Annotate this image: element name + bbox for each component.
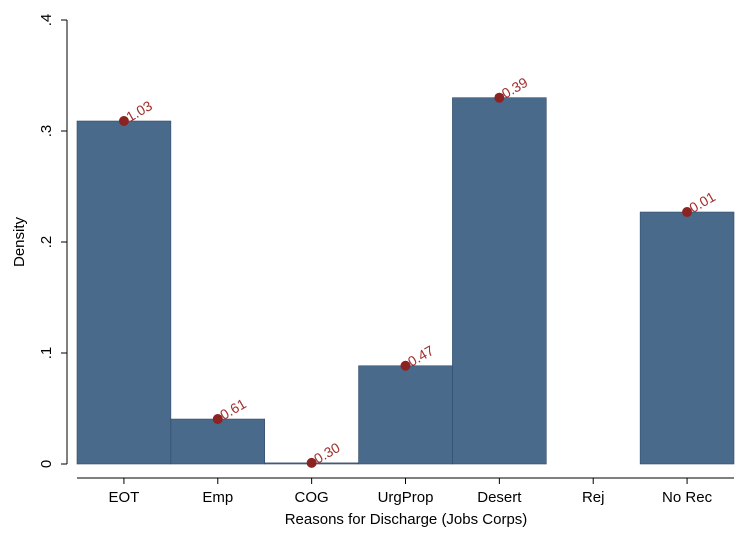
point-label: 0.47 (405, 342, 437, 370)
point (118, 116, 129, 127)
point (494, 92, 505, 103)
y-axis-label: Density (11, 216, 28, 267)
x-tick-label: Desert (477, 489, 522, 506)
y-tick-label: .3 (38, 125, 55, 138)
point-label: 0.61 (217, 395, 249, 423)
bar (76, 120, 172, 465)
x-tick-label: EOT (109, 489, 140, 506)
bar (452, 97, 547, 465)
bar (358, 365, 453, 465)
point-label: 0.30 (311, 439, 343, 467)
x-tick-label: Rej (582, 489, 605, 506)
point-label: 1.03 (123, 97, 155, 125)
x-tick-label: Emp (202, 489, 233, 506)
x-tick-label: UrgProp (378, 489, 434, 506)
y-tick-label: .1 (38, 347, 55, 360)
y-tick-label: .2 (38, 236, 55, 249)
point (306, 457, 317, 468)
point (212, 414, 223, 425)
bar (170, 418, 266, 465)
x-tick-label: No Rec (662, 489, 713, 506)
x-axis-label: Reasons for Discharge (Jobs Corps) (285, 511, 528, 528)
bar (639, 211, 735, 465)
point (400, 360, 411, 371)
y-tick-label: .4 (38, 14, 55, 27)
y-tick-label: 0 (38, 460, 55, 468)
x-tick-label: COG (295, 489, 329, 506)
point (682, 207, 693, 218)
point-label: 0.39 (499, 74, 531, 102)
point-label: 0.01 (686, 188, 718, 216)
